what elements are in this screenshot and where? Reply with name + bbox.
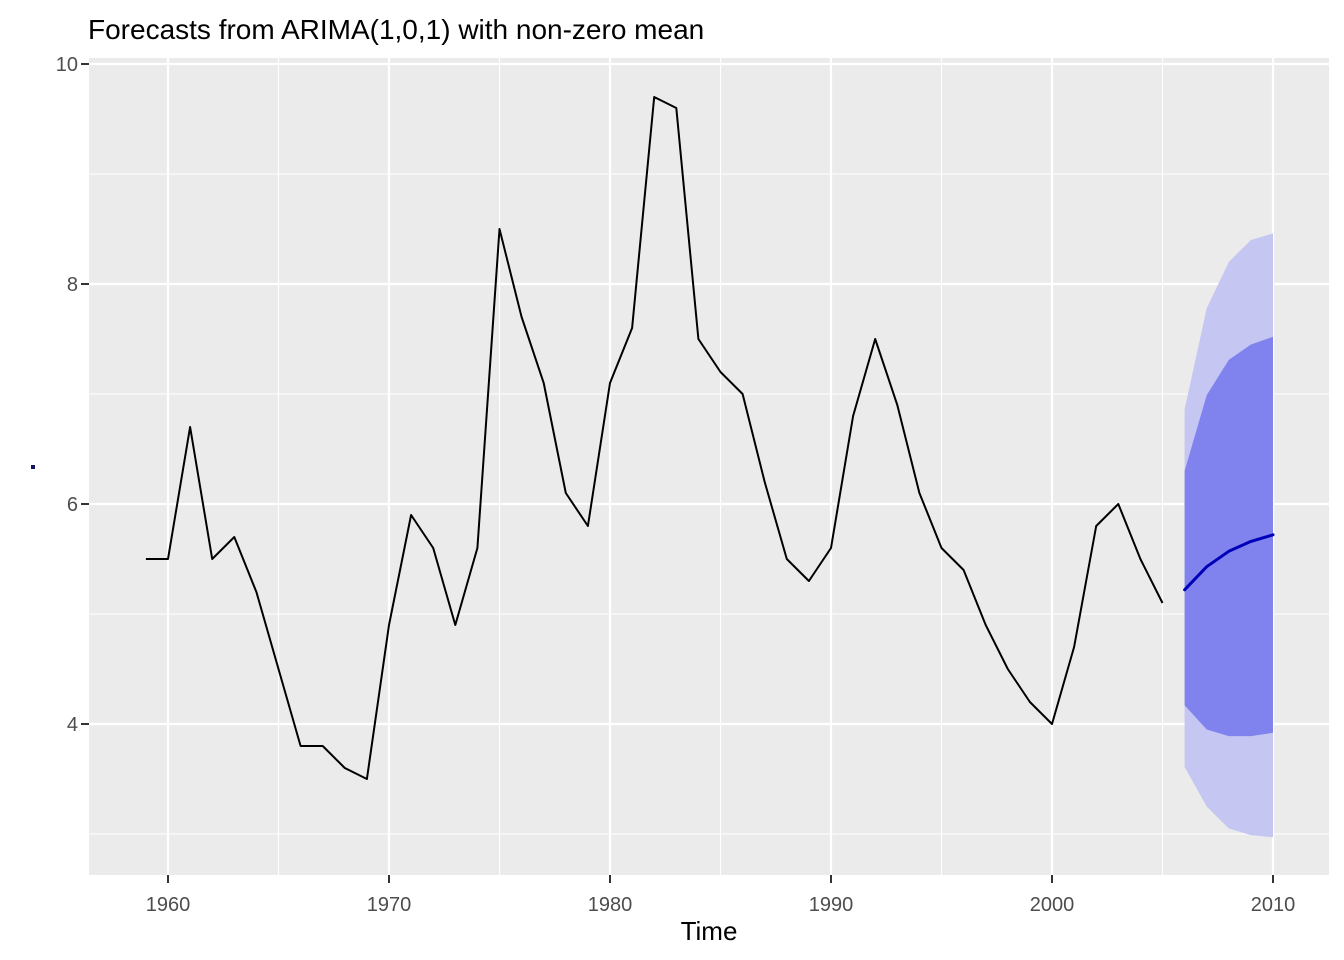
- y-tick-label: 4: [67, 714, 78, 736]
- x-tick-label: 1990: [809, 894, 854, 916]
- x-tick-label: 1970: [367, 894, 412, 916]
- gridlines: [89, 58, 1329, 875]
- x-tick-label: 2010: [1251, 894, 1296, 916]
- stray-dot: [31, 465, 35, 469]
- chart-title: Forecasts from ARIMA(1,0,1) with non-zer…: [88, 14, 704, 45]
- annotations: [31, 465, 35, 469]
- y-tick-label: 8: [67, 274, 78, 296]
- observed-line: [145, 96, 1164, 780]
- x-tick-label: 2000: [1030, 894, 1075, 916]
- interval-80-band: [1184, 336, 1273, 737]
- panel-background: [89, 58, 1329, 875]
- data-lines: [145, 96, 1275, 780]
- y-tick-label: 6: [67, 494, 78, 516]
- plot-panel: [89, 58, 1329, 875]
- y-tick-label: 10: [56, 54, 78, 76]
- x-tick-label: 1960: [146, 894, 191, 916]
- prediction-intervals: [1184, 233, 1273, 838]
- x-tick-label: 1980: [588, 894, 633, 916]
- axes: 1960 1970 1980 1990 2000 2010 10 8 6 4: [56, 54, 1296, 916]
- forecast-mean-line: [1183, 533, 1275, 592]
- x-axis-title: Time: [681, 916, 738, 946]
